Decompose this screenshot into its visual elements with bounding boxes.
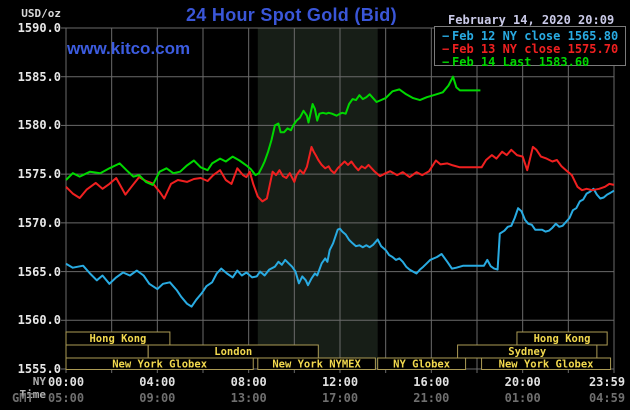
nymex-session-band xyxy=(257,28,378,369)
legend-entry: − Feb 14 Last 1583.60 xyxy=(435,55,625,69)
gmt-tick-label: 04:59 xyxy=(588,391,626,405)
y-axis-tick-label: 1570.0 xyxy=(17,215,61,230)
legend-label: Feb 12 NY close 1565.80 xyxy=(452,29,619,43)
session-box-new-york-nymex xyxy=(257,357,376,370)
feb14-line xyxy=(65,75,481,186)
ny-time-tick-label: 16:00 xyxy=(413,375,450,389)
ny-time-tick-label: 08:00 xyxy=(230,375,267,389)
legend-dash-swatch: − xyxy=(442,42,450,56)
feb13-line xyxy=(65,145,615,203)
y-axis-tick-label: 1575.0 xyxy=(17,167,61,182)
gmt-tick-label: 13:00 xyxy=(230,391,267,405)
legend-dash-swatch: − xyxy=(442,55,450,69)
y-axis-unit-label: USD/oz xyxy=(21,7,61,20)
legend-label: Feb 13 NY close 1575.70 xyxy=(452,42,619,56)
kitco-watermark-link[interactable]: www.kitco.com xyxy=(67,39,191,58)
y-axis-tick-label: 1590.0 xyxy=(17,21,61,35)
legend-entry: − Feb 13 NY close 1575.70 xyxy=(435,42,625,56)
ny-time-tick-label: 20:00 xyxy=(504,375,541,389)
session-box-unlabeled xyxy=(65,344,149,359)
y-axis-tick-label: 1565.0 xyxy=(17,264,61,279)
y-axis-tick-label: 1560.0 xyxy=(17,313,61,328)
gmt-tick-label: 09:00 xyxy=(139,391,176,405)
session-box-ny-globex xyxy=(377,357,467,370)
legend-entry: − Feb 12 NY close 1565.80 xyxy=(435,29,625,43)
session-box-label: New York Globex xyxy=(499,358,595,370)
session-box-label: New York Globex xyxy=(112,358,208,370)
session-box-label: New York NYMEX xyxy=(272,358,361,370)
y-axis-tick-label: 1585.0 xyxy=(17,69,61,84)
session-box-label: NY Globex xyxy=(393,358,451,370)
session-box-label: London xyxy=(214,346,252,358)
gmt-axis-caption: GMT xyxy=(12,391,34,405)
session-box-label: Hong Kong xyxy=(89,333,146,345)
ny-time-tick-label: 04:00 xyxy=(139,375,176,389)
session-box-new-york-globex xyxy=(481,357,612,370)
ny-time-axis-caption: NY Time xyxy=(19,375,47,401)
legend-dash-swatch: − xyxy=(442,29,450,43)
page-title: 24 Hour Spot Gold (Bid) xyxy=(186,5,397,25)
ny-time-tick-label: 12:00 xyxy=(321,375,359,389)
y-axis-tick-label: 1580.0 xyxy=(17,118,61,133)
ny-time-tick-label: 00:00 xyxy=(47,375,85,389)
session-box-label: Hong Kong xyxy=(534,333,591,345)
gmt-tick-label: 01:00 xyxy=(504,391,541,405)
session-box-label: Sydney xyxy=(508,346,547,358)
session-box-new-york-globex xyxy=(65,357,254,370)
y-axis-tick-label: 1555.0 xyxy=(17,362,61,376)
gmt-tick-label: 17:00 xyxy=(321,391,359,405)
ny-time-tick-label: 23:59 xyxy=(588,375,626,389)
legend-label: Feb 14 Last 1583.60 xyxy=(452,55,590,69)
legend-box: − Feb 12 NY close 1565.80− Feb 13 NY close… xyxy=(434,26,626,69)
gmt-tick-label: 05:00 xyxy=(47,391,85,405)
chart-datetime: February 14, 2020 20:09 xyxy=(448,13,615,27)
feb12-line xyxy=(65,187,615,308)
gmt-tick-label: 21:00 xyxy=(413,391,450,405)
